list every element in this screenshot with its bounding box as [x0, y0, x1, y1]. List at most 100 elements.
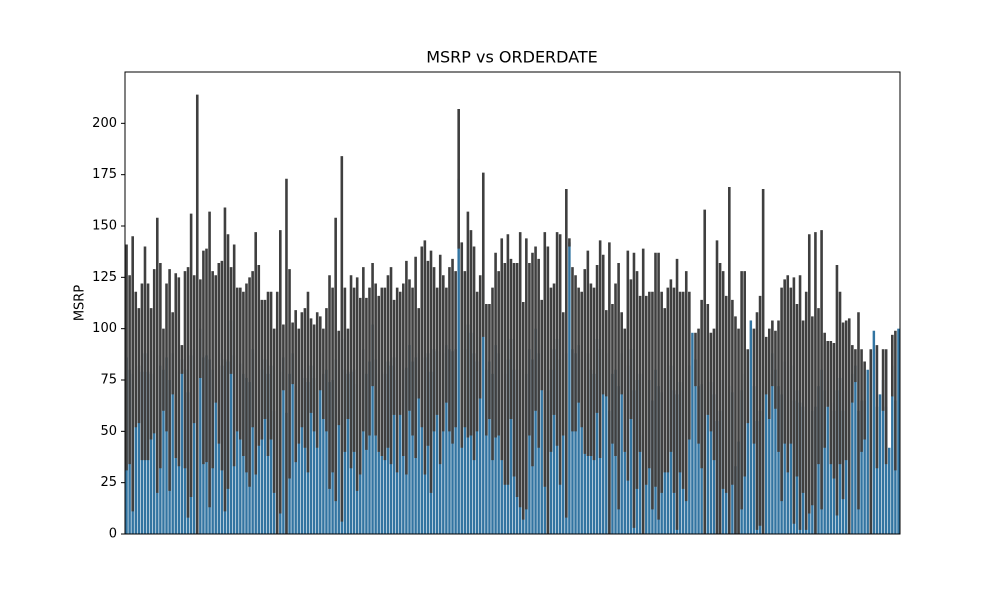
- bar: [688, 365, 691, 534]
- bar: [777, 386, 780, 534]
- y-tick-label: 200: [92, 116, 117, 131]
- bar: [260, 369, 264, 534]
- bar: [768, 373, 771, 534]
- bar: [697, 386, 700, 534]
- bar: [442, 353, 445, 534]
- chart-title: MSRP vs ORDERDATE: [426, 48, 598, 67]
- bar: [629, 349, 633, 534]
- bar: [638, 373, 642, 534]
- bar: [199, 328, 202, 534]
- bar: [312, 377, 316, 534]
- bar: [192, 349, 196, 534]
- bar: [611, 373, 614, 534]
- y-tick-label: 0: [109, 527, 117, 542]
- bar: [568, 242, 571, 534]
- y-tick-label: 150: [92, 219, 117, 234]
- bar: [322, 373, 325, 534]
- bar: [399, 353, 402, 534]
- bar: [463, 349, 467, 534]
- bar: [844, 390, 848, 534]
- bar: [872, 330, 876, 534]
- bar: [574, 353, 577, 534]
- bar: [377, 373, 380, 534]
- bar: [448, 349, 451, 534]
- plot-area: [125, 94, 900, 534]
- bar: [826, 373, 829, 534]
- bar: [162, 369, 165, 534]
- bar: [417, 353, 420, 534]
- bar: [251, 349, 254, 534]
- bar: [601, 324, 605, 534]
- bar: [746, 386, 749, 534]
- bar: [269, 365, 273, 534]
- bar: [823, 390, 826, 534]
- bar: [888, 447, 891, 534]
- bar: [482, 254, 485, 534]
- y-axis-label: MSRP: [73, 285, 88, 322]
- bar: [346, 373, 350, 534]
- bar: [300, 369, 304, 534]
- bar: [325, 369, 328, 534]
- bar: [371, 324, 374, 534]
- bar: [829, 402, 833, 534]
- bar: [580, 359, 583, 534]
- bar: [411, 361, 414, 534]
- bar: [771, 353, 774, 534]
- bar: [478, 336, 482, 534]
- bar: [749, 320, 753, 534]
- bar: [540, 345, 543, 534]
- bar: [485, 369, 488, 534]
- bar: [152, 351, 156, 534]
- bar: [623, 390, 626, 534]
- bar: [706, 359, 710, 534]
- bar: [297, 386, 300, 534]
- bar: [878, 394, 882, 534]
- bar: [494, 345, 497, 534]
- bar: [457, 178, 460, 534]
- bar: [488, 361, 491, 534]
- bar: [368, 361, 371, 534]
- bar: [854, 365, 857, 534]
- bar: [774, 369, 777, 534]
- bar: [137, 365, 141, 534]
- bar: [171, 353, 174, 534]
- bar: [881, 380, 885, 534]
- bar: [374, 359, 377, 534]
- bar: [783, 361, 786, 534]
- bar: [860, 400, 863, 534]
- bar: [534, 328, 537, 534]
- bar: [239, 363, 242, 534]
- bar: [319, 353, 322, 534]
- bar: [891, 365, 894, 534]
- plot-frame: [124, 71, 901, 535]
- bar: [236, 359, 239, 534]
- y-tick-label: 100: [92, 321, 117, 336]
- bar: [315, 380, 319, 534]
- bar: [509, 338, 513, 534]
- bar: [863, 400, 866, 534]
- bar: [282, 357, 285, 534]
- bar: [309, 365, 313, 534]
- bar: [528, 349, 531, 534]
- y-tick-label: 25: [100, 475, 117, 490]
- y-tick-label: 125: [92, 270, 117, 285]
- y-tick-label: 175: [92, 167, 117, 182]
- bar: [605, 353, 608, 534]
- bar: [214, 338, 217, 534]
- bar: [851, 373, 854, 534]
- bar: [875, 406, 879, 534]
- bar: [445, 345, 448, 534]
- bar: [752, 386, 756, 534]
- bar: [165, 357, 168, 534]
- bar: [392, 357, 396, 534]
- bar: [362, 349, 365, 534]
- bar: [694, 359, 697, 534]
- bar: [291, 353, 294, 534]
- bar: [475, 361, 479, 534]
- bar: [454, 349, 457, 534]
- bar: [884, 406, 888, 534]
- bar: [691, 332, 694, 534]
- bar: [897, 328, 900, 534]
- bar: [712, 394, 716, 534]
- bar: [303, 377, 307, 534]
